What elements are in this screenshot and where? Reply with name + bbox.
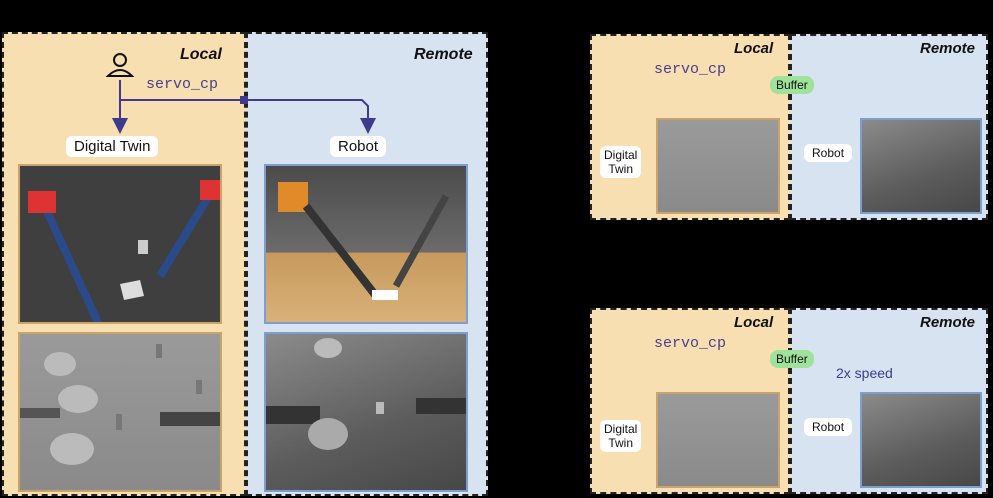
- sim-closeup-drawing: [20, 344, 220, 465]
- left-remote-title: Remote: [414, 46, 473, 63]
- tr-robot-scene: [862, 120, 980, 212]
- br-robot-scene: [862, 394, 980, 486]
- left-command-label: servo_cp: [146, 76, 219, 93]
- br-local-title: Local: [734, 314, 774, 331]
- digital-twin-render-image: [18, 164, 222, 324]
- digital-twin-closeup-image: [18, 332, 222, 492]
- br-twin-label-line1: Digital: [604, 422, 638, 436]
- tr-twin-scene: [658, 120, 778, 212]
- robot-closeup-image: [264, 332, 468, 492]
- tr-twin-label-line2: Twin: [608, 162, 634, 176]
- tr-robot-image: [860, 118, 982, 214]
- left-robot-label: Robot: [330, 136, 387, 157]
- robot-lab-image: [264, 164, 468, 324]
- br-twin-label-line2: Twin: [608, 436, 634, 450]
- br-twin-label: Digital Twin: [600, 420, 642, 452]
- left-user-icon: [105, 53, 135, 77]
- tr-twin-label: Digital Twin: [600, 146, 642, 178]
- tr-twin-label-line1: Digital: [604, 148, 638, 162]
- robot-closeup-drawing: [266, 338, 466, 450]
- br-command-label: servo_cp: [654, 335, 727, 352]
- br-speed-label: 2x speed: [836, 365, 893, 381]
- robot-closeup-scene: [266, 334, 466, 490]
- tr-twin-image: [656, 118, 780, 214]
- tr-robot-label: Robot: [804, 144, 853, 162]
- br-buffer-badge: Buffer: [770, 350, 814, 368]
- tr-buffer-badge: Buffer: [770, 76, 814, 94]
- sim-tools-drawing: [28, 180, 220, 322]
- br-robot-label: Robot: [804, 418, 853, 436]
- lab-scene: [266, 166, 466, 322]
- br-twin-image: [656, 392, 780, 488]
- sim-closeup-scene: [20, 334, 220, 490]
- lab-drawing: [278, 182, 450, 300]
- br-remote-title: Remote: [920, 314, 976, 331]
- left-twin-label: Digital Twin: [66, 136, 159, 157]
- br-robot-image: [860, 392, 982, 488]
- tr-local-title: Local: [734, 40, 774, 57]
- br-twin-scene: [658, 394, 778, 486]
- sim-scene: [20, 166, 220, 322]
- tr-command-label: servo_cp: [654, 61, 727, 78]
- left-local-title: Local: [180, 46, 222, 63]
- tr-remote-title: Remote: [920, 40, 976, 57]
